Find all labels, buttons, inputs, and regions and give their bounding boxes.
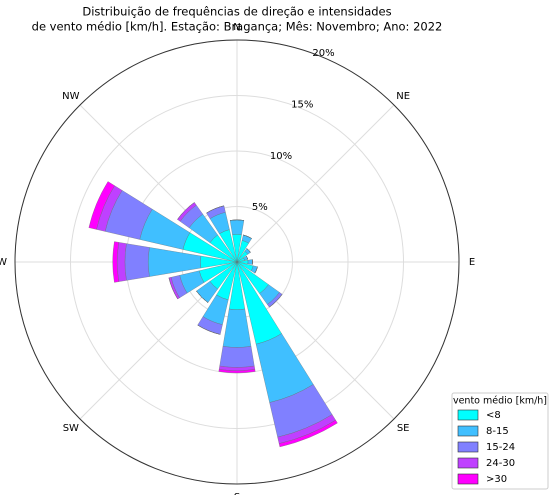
direction-label: NW xyxy=(62,91,79,102)
ring-label: 15% xyxy=(291,99,313,110)
ring-label: 5% xyxy=(252,202,268,213)
bar-segment xyxy=(220,346,255,367)
legend-swatch xyxy=(458,410,478,420)
bar-segment xyxy=(230,220,244,235)
legend-swatch xyxy=(458,426,478,436)
legend-swatch xyxy=(458,442,478,452)
direction-label: NE xyxy=(396,91,410,102)
legend-label: 15-24 xyxy=(486,442,515,453)
legend-label: <8 xyxy=(486,410,501,421)
direction-label: E xyxy=(469,257,475,268)
bar-segment xyxy=(125,244,150,281)
legend-label: >30 xyxy=(486,474,507,485)
chart-title: Distribuição de frequências de direção e… xyxy=(82,5,391,19)
legend-title: vento médio [km/h] xyxy=(453,396,547,407)
direction-label: SW xyxy=(63,423,79,434)
ring-label: 10% xyxy=(270,151,292,162)
direction-label: N xyxy=(233,22,240,33)
direction-label: SE xyxy=(397,423,410,434)
bar-segment xyxy=(223,309,251,347)
direction-label: W xyxy=(0,257,7,268)
ring-label: 20% xyxy=(312,48,334,59)
legend: vento médio [km/h] <8 8-15 15-24 24-30 >30 xyxy=(452,393,548,489)
legend-label: 24-30 xyxy=(486,458,515,469)
bar-segment xyxy=(117,242,126,281)
legend-swatch xyxy=(458,474,478,484)
legend-label: 8-15 xyxy=(486,426,509,437)
legend-swatch xyxy=(458,458,478,468)
bar-segment xyxy=(248,259,253,264)
